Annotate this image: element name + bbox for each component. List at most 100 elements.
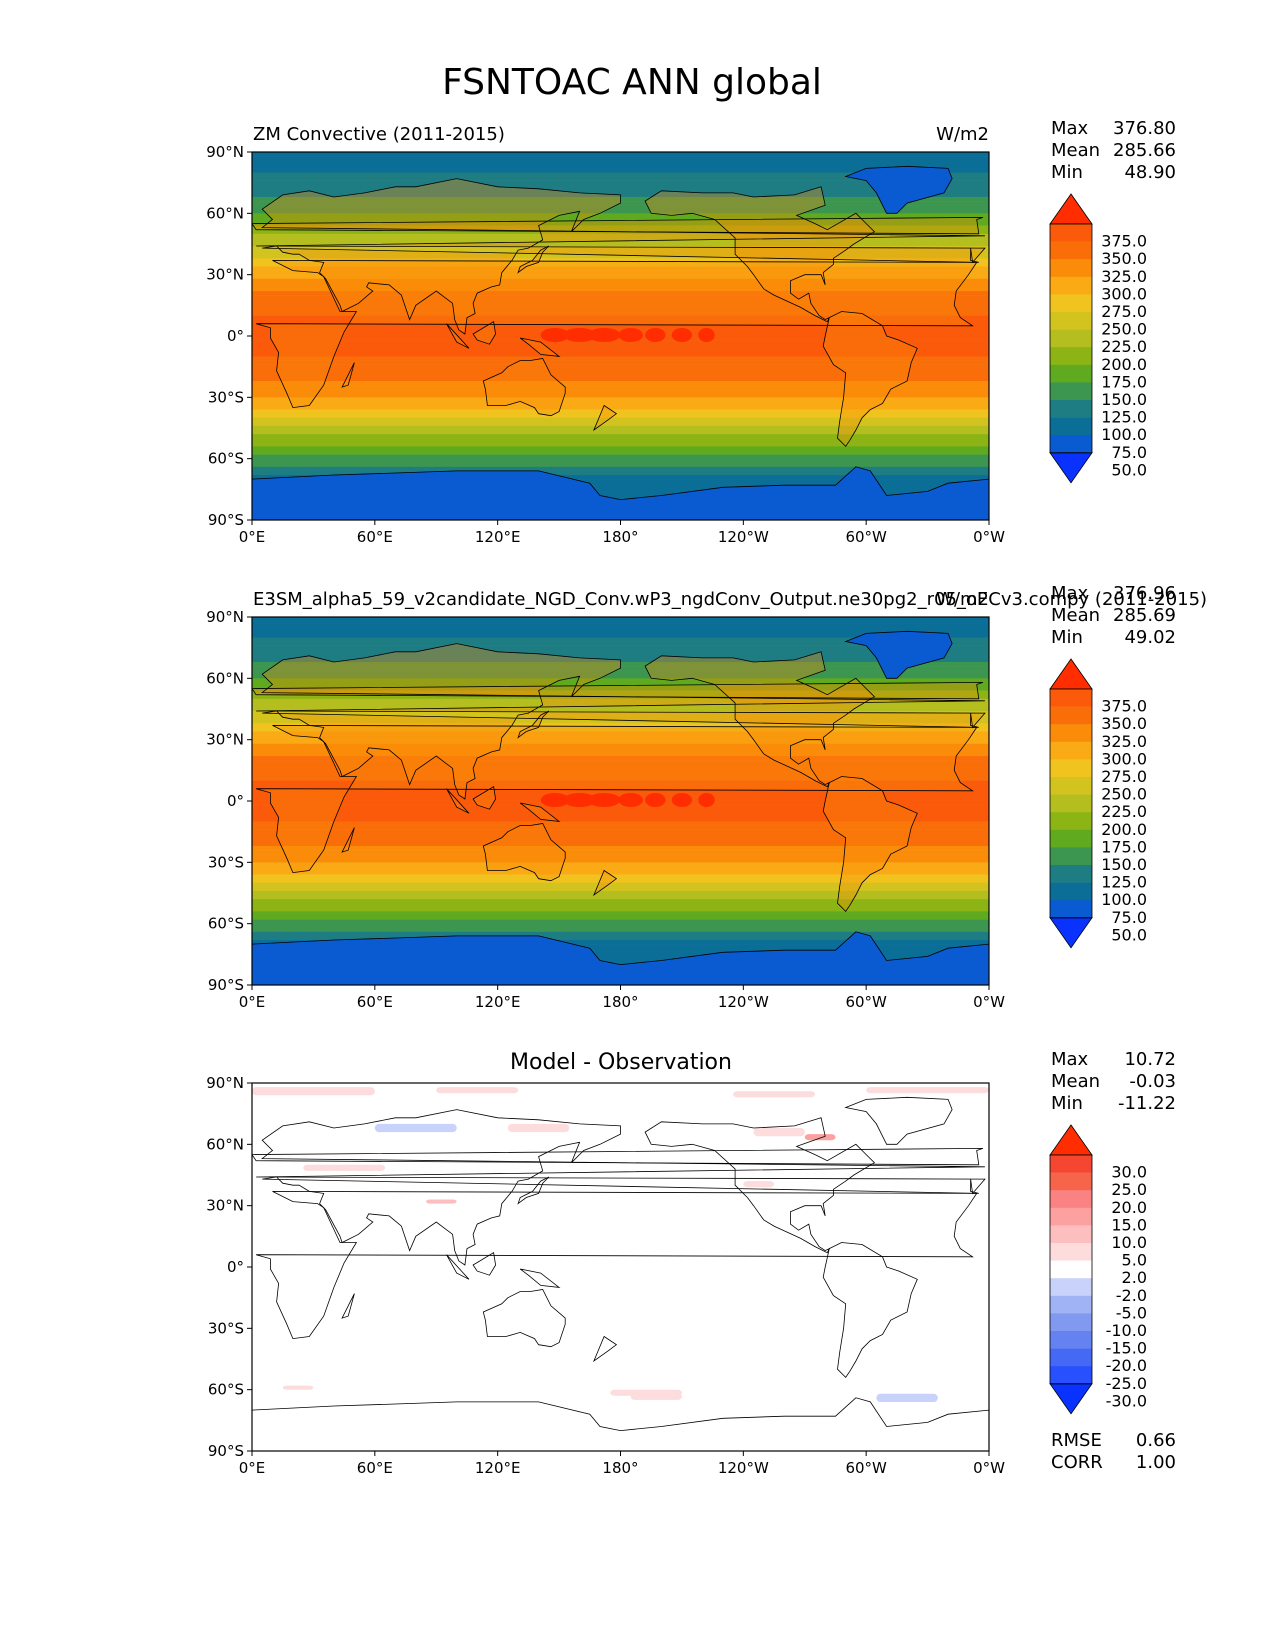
- colorbar-label: 30.0: [1111, 1163, 1147, 1182]
- field-band: [252, 417, 989, 423]
- colorbar-label: 15.0: [1111, 1215, 1147, 1234]
- panel-diff: Model - Observation 90°N 60°N 30°N 0° 30°S 60…: [206, 1049, 1176, 1477]
- field-band: [252, 866, 989, 871]
- colorbar-label: 100.0: [1101, 890, 1147, 909]
- colorbar-label: 225.0: [1101, 337, 1147, 356]
- field-band: [252, 940, 989, 945]
- field-band: [252, 479, 989, 484]
- field-band: [252, 768, 989, 773]
- land-shading: [520, 338, 560, 357]
- field-band: [252, 413, 989, 419]
- field-band: [252, 319, 989, 325]
- coastline: [252, 931, 989, 985]
- coastline: [517, 1176, 550, 1205]
- coastline: [644, 1117, 876, 1254]
- field-band: [252, 715, 989, 720]
- lon-tick-label: 120°W: [718, 1459, 769, 1477]
- coastline: [252, 1148, 984, 1166]
- lon-tick-label: 60°E: [357, 1459, 393, 1477]
- field-band: [252, 434, 989, 439]
- coastline: [446, 323, 470, 349]
- coastline: [517, 245, 550, 274]
- anomaly-patch: [733, 1091, 815, 1098]
- field-band: [252, 670, 989, 675]
- colorbar-extend-max: [1049, 658, 1093, 690]
- field-band: [252, 291, 989, 296]
- field-band: [252, 262, 989, 267]
- panel-obs: ZM Convective (2011-2015) W/m2 90°N 60°N 3…: [206, 118, 1176, 546]
- lon-tick-label: 120°E: [475, 993, 521, 1011]
- field-band: [252, 327, 989, 333]
- lat-tick-label: 60°S: [208, 1381, 244, 1399]
- colorbar-segment: [1050, 1155, 1092, 1173]
- lat-tick-label: 60°N: [206, 204, 244, 222]
- field-band: [252, 176, 989, 181]
- field-band: [252, 274, 989, 280]
- field-band: [252, 225, 989, 230]
- stat-value: 376.80: [1113, 118, 1176, 139]
- stat-label: Mean: [1051, 1071, 1100, 1092]
- colorbar-label: 50.0: [1111, 460, 1147, 479]
- field-band: [252, 829, 989, 835]
- field-band: [252, 756, 989, 761]
- stat-label: Mean: [1051, 140, 1100, 161]
- field-band: [252, 743, 989, 749]
- coastline: [252, 1397, 989, 1451]
- field-band: [252, 303, 989, 308]
- greenland-field: [845, 166, 953, 214]
- colorbar-label: 325.0: [1101, 732, 1147, 751]
- field-band: [252, 352, 989, 357]
- field-band: [252, 409, 989, 414]
- anomaly-patch: [753, 1128, 805, 1137]
- field-band: [252, 862, 989, 867]
- field-band: [252, 837, 989, 843]
- field-band: [252, 629, 989, 634]
- colorbar-segment: [1050, 706, 1092, 725]
- field-band: [252, 462, 989, 468]
- rmse-label: RMSE: [1051, 1430, 1102, 1451]
- field-band: [252, 311, 989, 316]
- colorbar-extend-min: [1049, 917, 1093, 949]
- stat-value: 285.69: [1113, 605, 1176, 626]
- colorbar-segment: [1050, 294, 1092, 313]
- max-blob: [618, 793, 643, 807]
- field-band: [252, 405, 989, 410]
- panel-units: W/m2: [936, 589, 989, 610]
- coastline: [644, 186, 876, 323]
- colorbar-segment: [1050, 364, 1092, 383]
- max-blob: [587, 328, 621, 342]
- colorbar-extend-min: [1049, 452, 1093, 484]
- field-band: [252, 295, 989, 300]
- coastline: [519, 1268, 561, 1288]
- anomaly-patch: [374, 1123, 457, 1133]
- anomaly-patch: [876, 1393, 938, 1402]
- coastline: [482, 823, 566, 882]
- colorbar-segment: [1050, 1260, 1092, 1279]
- colorbar-segment: [1050, 1331, 1092, 1349]
- colorbar-frame: [1049, 223, 1093, 454]
- field-band: [252, 233, 989, 239]
- field-band: [252, 682, 989, 687]
- colorbar-segment: [1050, 400, 1092, 418]
- coastline: [592, 1335, 618, 1363]
- land-shading: [473, 321, 496, 345]
- colorbar-label: 300.0: [1101, 749, 1147, 768]
- field-band: [252, 393, 989, 398]
- land-shading: [473, 786, 496, 810]
- field-band: [252, 915, 989, 920]
- field-band: [252, 948, 989, 953]
- field-band: [252, 637, 989, 642]
- colorbar-label: 275.0: [1101, 767, 1147, 786]
- stat-label: Max: [1051, 583, 1089, 604]
- colorbar-label: 100.0: [1101, 425, 1147, 444]
- colorbar-segment: [1050, 724, 1092, 743]
- colorbar: 375.0350.0325.0300.0275.0250.0225.0200.0…: [1049, 658, 1147, 949]
- field-band: [252, 735, 989, 740]
- field-band: [252, 760, 989, 765]
- panel-title: ZM Convective (2011-2015): [253, 124, 505, 145]
- colorbar-label: 20.0: [1111, 1198, 1147, 1217]
- stats-block: Max 376.80 Mean 285.66 Min 48.90: [1051, 118, 1176, 183]
- field-band: [252, 241, 989, 247]
- coastline: [255, 1191, 978, 1340]
